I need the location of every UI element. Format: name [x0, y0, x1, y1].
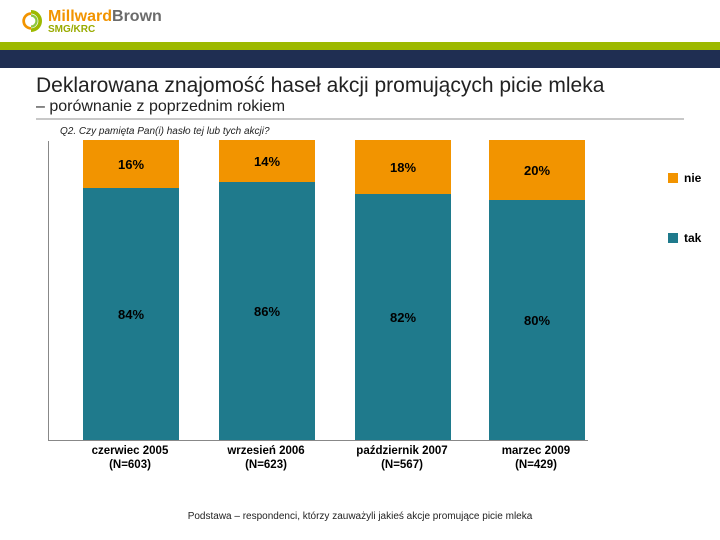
x-label: marzec 2009(N=429) [471, 445, 601, 473]
header: MillwardBrown SMG/KRC [0, 0, 720, 42]
bar-segment-nie: 14% [219, 140, 315, 182]
logo-main-b: Brown [112, 8, 162, 25]
logo-sub: SMG/KRC [48, 24, 162, 35]
bar-segment-tak: 86% [219, 182, 315, 440]
logo-main-a: Millward [48, 8, 112, 25]
title-main: Deklarowana znajomość haseł akcji promuj… [36, 74, 684, 98]
chart: 16%84% 14%86% 18%82% 20%80% czerwiec 2005(N… [48, 141, 668, 481]
bar-segment-nie: 20% [489, 140, 585, 200]
legend-item-tak: tak [668, 231, 720, 245]
logo-text-stack: MillwardBrown SMG/KRC [48, 8, 162, 35]
title-sub: – porównanie z poprzednim rokiem [36, 98, 684, 116]
bar-segment-tak: 80% [489, 200, 585, 440]
x-axis-labels: czerwiec 2005(N=603)wrzesień 2006(N=623)… [48, 445, 588, 481]
title-rule [36, 118, 684, 120]
legend-item-nie: nie [668, 171, 720, 185]
legend-swatch [668, 173, 678, 183]
bar-segment-tak: 82% [355, 194, 451, 440]
x-label: czerwiec 2005(N=603) [65, 445, 195, 473]
slide: MillwardBrown SMG/KRC Deklarowana znajom… [0, 0, 720, 540]
dark-band [0, 50, 720, 68]
title-block: Deklarowana znajomość haseł akcji promuj… [0, 68, 720, 126]
logo: MillwardBrown SMG/KRC [20, 8, 162, 35]
bar-column: 20%80% [489, 140, 585, 440]
bar-segment-tak: 84% [83, 188, 179, 440]
swirl-icon [20, 10, 42, 32]
bar-segment-nie: 16% [83, 140, 179, 188]
x-label: wrzesień 2006(N=623) [201, 445, 331, 473]
question-text: Q2. Czy pamięta Pan(i) hasło tej lub tyc… [0, 126, 720, 141]
legend: nie tak [668, 171, 720, 291]
x-label: październik 2007(N=567) [337, 445, 467, 473]
footnote: Podstawa – respondenci, którzy zauważyli… [0, 511, 720, 522]
legend-label: nie [684, 171, 701, 185]
bar-column: 18%82% [355, 140, 451, 440]
green-band [0, 42, 720, 50]
bar-column: 14%86% [219, 140, 315, 440]
bar-column: 16%84% [83, 140, 179, 440]
legend-swatch [668, 233, 678, 243]
legend-label: tak [684, 231, 701, 245]
plot-area: 16%84% 14%86% 18%82% 20%80% [48, 141, 588, 441]
bar-segment-nie: 18% [355, 140, 451, 194]
